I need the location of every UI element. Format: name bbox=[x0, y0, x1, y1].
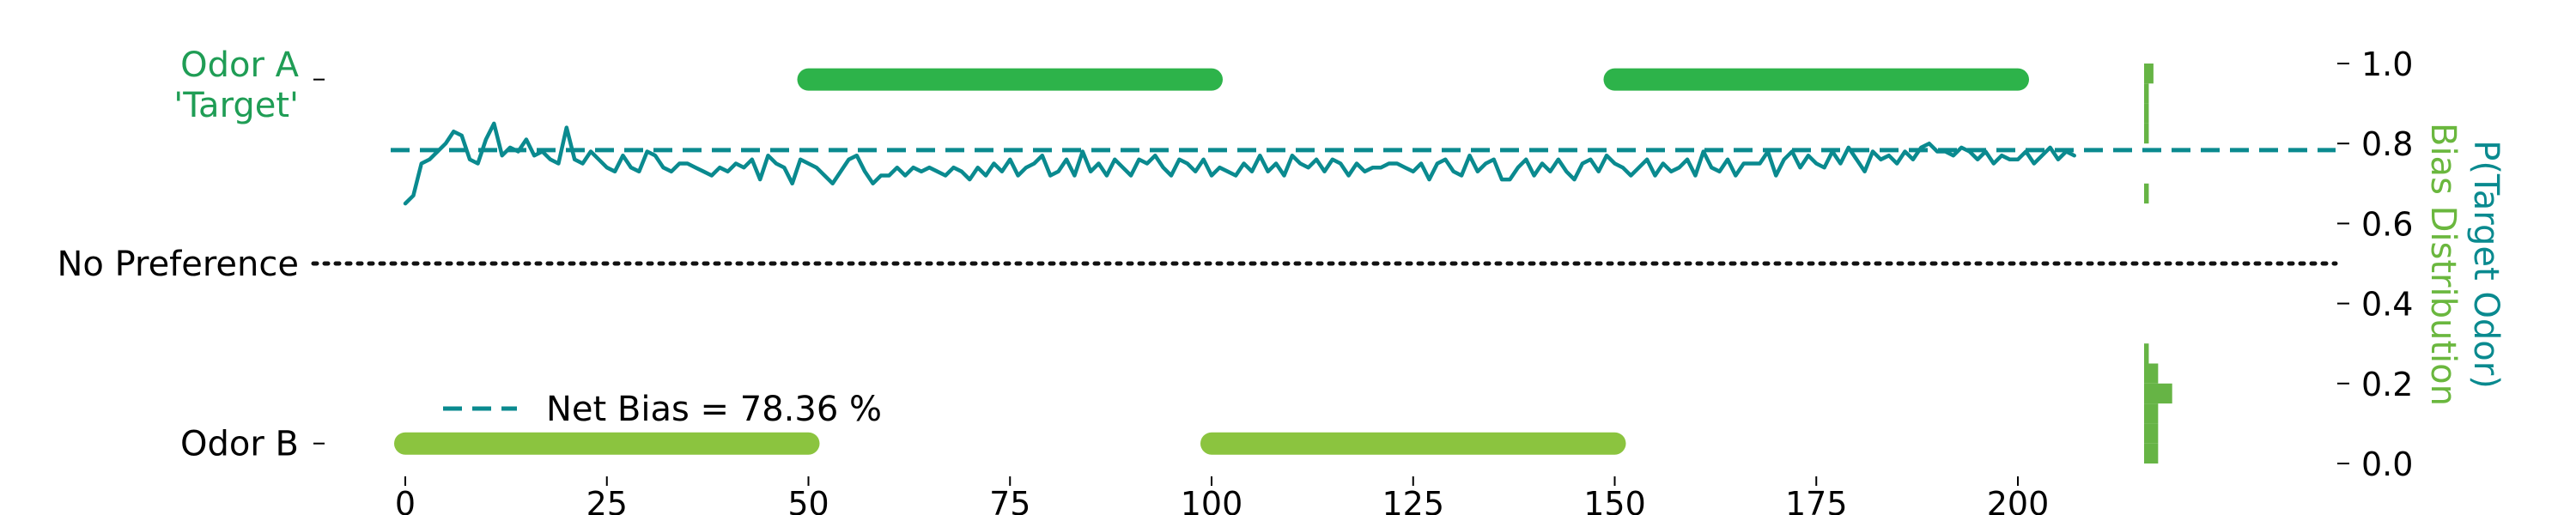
no-preference-label: No Preference bbox=[57, 245, 299, 284]
hist-bar-3 bbox=[2144, 383, 2172, 404]
bias-histogram bbox=[2144, 64, 2172, 464]
x-tick-label-8: 200 bbox=[1987, 485, 2050, 515]
right-axis: 0.0 0.2 0.4 0.6 0.8 1.0 bbox=[2337, 45, 2413, 483]
series-layer bbox=[403, 121, 2076, 206]
odor-b-label: Odor B bbox=[180, 425, 299, 464]
hist-bar-13 bbox=[2144, 183, 2149, 204]
odor-a-target-label: 'Target' bbox=[173, 86, 299, 125]
legend-label: Net Bias = 78.36 % bbox=[546, 390, 882, 429]
hist-bar-19 bbox=[2144, 64, 2154, 84]
hist-bar-5 bbox=[2144, 343, 2149, 364]
x-tick-label-2: 50 bbox=[787, 485, 829, 515]
hist-bar-1 bbox=[2144, 423, 2159, 444]
x-tick-label-4: 100 bbox=[1181, 485, 1243, 515]
right-tick-label-4: 0.8 bbox=[2361, 125, 2413, 163]
hist-bar-0 bbox=[2144, 443, 2159, 464]
hist-bar-16 bbox=[2144, 123, 2149, 144]
hist-bar-17 bbox=[2144, 103, 2149, 124]
right-tick-label-1: 0.2 bbox=[2361, 366, 2413, 403]
right-axis-label-probability: P(Target Odor) bbox=[2466, 140, 2506, 389]
x-tick-label-6: 150 bbox=[1583, 485, 1646, 515]
hist-bar-4 bbox=[2144, 363, 2159, 384]
x-axis: 0 25 50 75 100 125 150 175 200 bbox=[395, 476, 2049, 515]
x-tick-label-5: 125 bbox=[1382, 485, 1444, 515]
x-tick-label-3: 75 bbox=[989, 485, 1030, 515]
series-line-0 bbox=[403, 121, 2076, 206]
hist-bar-18 bbox=[2144, 83, 2149, 104]
odor-a-label: Odor A bbox=[180, 45, 300, 85]
x-tick-label-7: 175 bbox=[1785, 485, 1848, 515]
right-tick-label-3: 0.6 bbox=[2361, 205, 2413, 243]
x-tick-label-1: 25 bbox=[586, 485, 628, 515]
right-axis-label-distribution: Bias Distribution bbox=[2423, 123, 2463, 406]
legend: Net Bias = 78.36 % bbox=[443, 390, 882, 429]
right-tick-label-2: 0.4 bbox=[2361, 286, 2413, 324]
x-tick-label-0: 0 bbox=[395, 485, 416, 515]
left-axis: Odor A'Target' No Preference Odor B bbox=[57, 45, 325, 464]
right-tick-label-5: 1.0 bbox=[2361, 45, 2413, 83]
right-axis-labels: P(Target Odor)Bias Distribution bbox=[2423, 123, 2506, 406]
right-tick-label-0: 0.0 bbox=[2361, 445, 2413, 483]
hist-bar-2 bbox=[2144, 403, 2159, 424]
reference-lines bbox=[311, 148, 2338, 266]
